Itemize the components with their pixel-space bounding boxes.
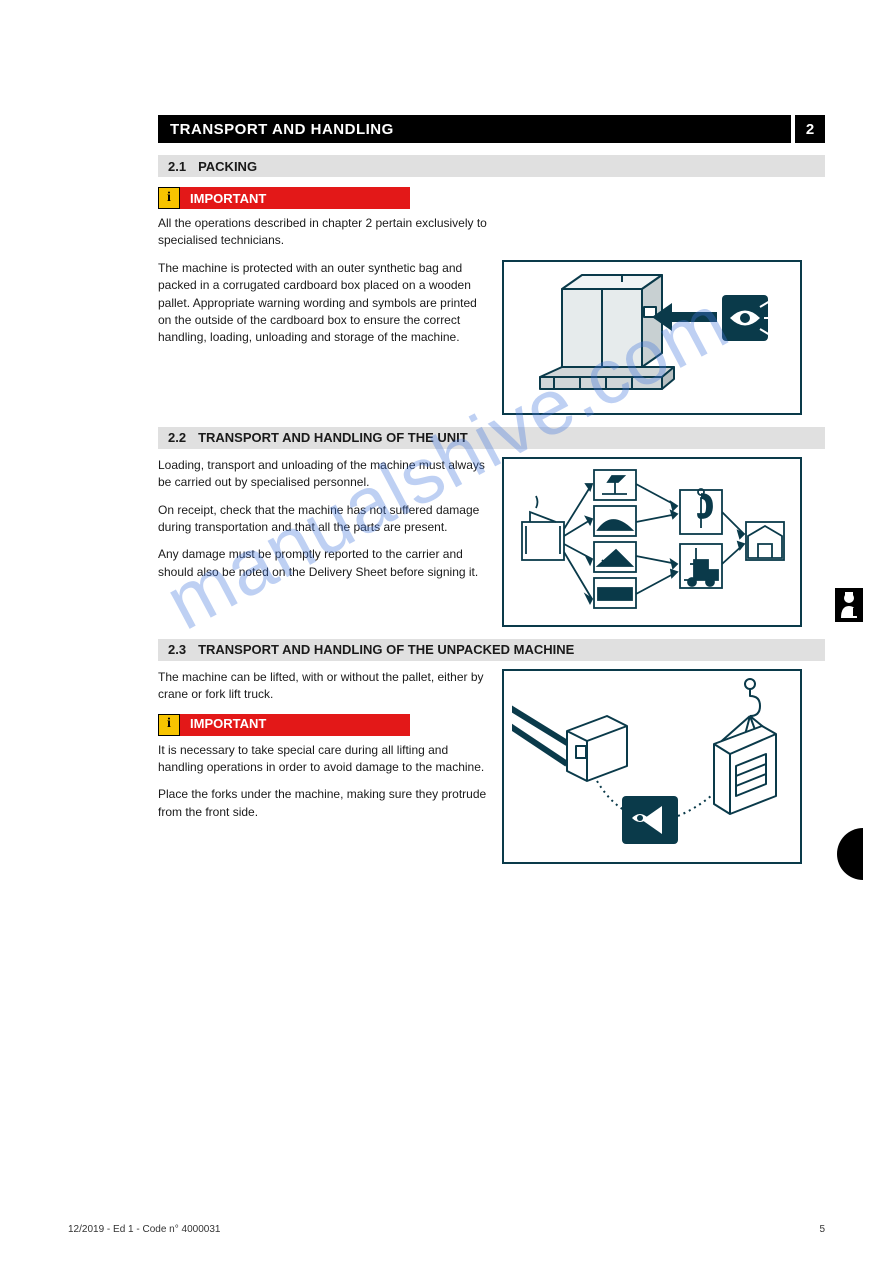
section-title-2: TRANSPORT AND HANDLING OF THE UNIT [198,430,468,445]
para-p5: The machine can be lifted, with or witho… [158,669,488,704]
section-heading-packing: 2.1 PACKING [158,155,825,177]
warning-label-1: IMPORTANT [180,187,410,209]
chapter-title: TRANSPORT AND HANDLING [170,121,394,138]
lifting-illustration [512,676,792,856]
info-icon: i [158,187,180,209]
row-unpacked: The machine can be lifted, with or witho… [158,669,825,864]
warning-text-1: All the operations described in chapter … [158,215,498,250]
figure-box-unpacked [502,669,802,864]
chapter-number-box: 2 [791,115,825,143]
transport-fig-col [502,457,802,627]
section-num-2: 2.2 [168,430,186,445]
section-heading-unpacked: 2.3 TRANSPORT AND HANDLING OF THE UNPACK… [158,639,825,661]
transport-text-col: Loading, transport and unloading of the … [158,457,488,627]
unpacked-fig-col [502,669,802,864]
para-p2: Loading, transport and unloading of the … [158,457,488,492]
unpacked-text-col: The machine can be lifted, with or witho… [158,669,488,864]
packing-illustration [512,267,792,407]
page-root: manualshive.com TRANSPORT AND HANDLING 2… [0,0,893,924]
para-p3: On receipt, check that the machine has n… [158,502,488,537]
para-p4: Any damage must be promptly reported to … [158,546,488,581]
operator-tab-icon [835,588,863,622]
packing-fig-col [502,260,802,415]
packing-text-col: The machine is protected with an outer s… [158,260,488,415]
chapter-header: TRANSPORT AND HANDLING 2 [158,115,825,143]
figure-box-transport [502,457,802,627]
warning-label-2: IMPORTANT [180,714,410,736]
para-p6: Place the forks under the machine, makin… [158,786,488,821]
info-icon-2: i [158,714,180,736]
row-packing: The machine is protected with an outer s… [158,260,825,415]
warning-block-2: i IMPORTANT [158,714,488,736]
warning-block-1: i IMPORTANT [158,187,825,209]
transport-flow-illustration [512,464,792,619]
section-title-1: PACKING [198,159,257,174]
footer-right: 5 [819,1224,825,1235]
page-footer: 12/2019 - Ed 1 - Code n° 4000031 5 [68,1224,825,1235]
para-p1: The machine is protected with an outer s… [158,260,488,347]
figure-box-packing [502,260,802,415]
footer-left: 12/2019 - Ed 1 - Code n° 4000031 [68,1224,220,1235]
row-transport: Loading, transport and unloading of the … [158,457,825,627]
section-num-1: 2.1 [168,159,186,174]
section-title-3: TRANSPORT AND HANDLING OF THE UNPACKED M… [198,642,574,657]
side-thumb-tab [837,828,863,880]
section-num-3: 2.3 [168,642,186,657]
warning-text-2: It is necessary to take special care dur… [158,742,488,777]
section-heading-transport: 2.2 TRANSPORT AND HANDLING OF THE UNIT [158,427,825,449]
